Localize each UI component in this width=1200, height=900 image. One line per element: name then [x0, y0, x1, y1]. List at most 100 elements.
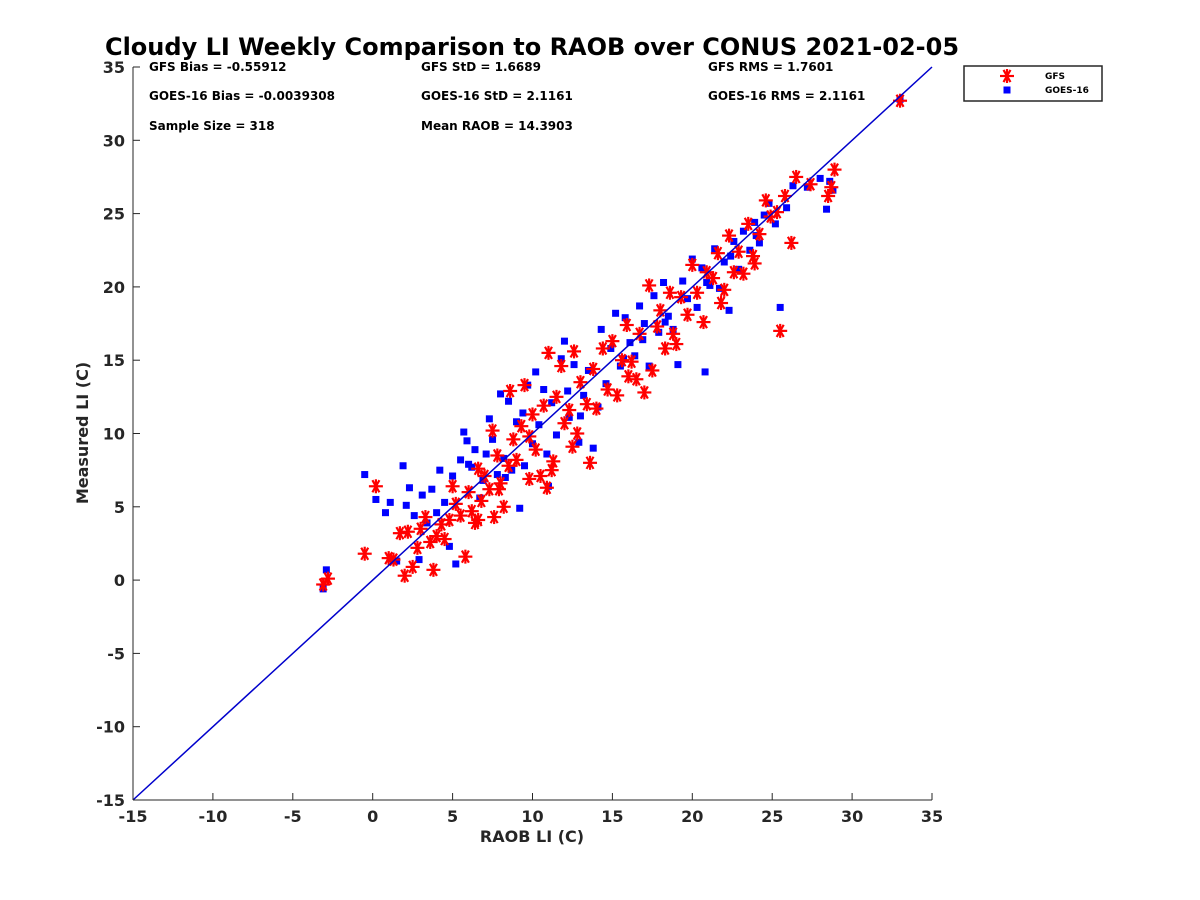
legend-gfs-label: GFS — [1045, 72, 1065, 82]
goes16-point — [727, 252, 735, 260]
goes16-point — [616, 362, 624, 370]
gfs-point — [619, 318, 634, 333]
gfs-point — [320, 571, 335, 586]
gfs-point — [642, 278, 657, 293]
goes16-point — [433, 509, 441, 517]
gfs-point — [803, 177, 818, 192]
legend-gfs-marker — [1000, 69, 1014, 83]
goes16-point — [361, 471, 369, 479]
gfs-point — [533, 469, 548, 484]
gfs-point — [824, 180, 839, 195]
gfs-point — [637, 385, 652, 400]
legend: GFS GOES-16 — [963, 65, 1103, 102]
gfs-point — [405, 559, 420, 574]
stats-annotations: GFS Bias = -0.55912 GFS StD = 1.6689 GFS… — [149, 60, 865, 133]
goes16-point — [513, 418, 521, 426]
gfs-point — [410, 540, 425, 555]
goes16-point — [540, 386, 548, 394]
gfs-point — [722, 228, 737, 243]
goes-rms-text: GOES-16 RMS = 2.1161 — [708, 89, 865, 103]
x-tick-label: 0 — [367, 807, 378, 826]
gfs-point — [514, 419, 529, 434]
y-tick-label: 10 — [103, 425, 125, 444]
y-tick-label: 0 — [114, 571, 125, 590]
gfs-point — [662, 285, 677, 300]
goes16-point — [372, 495, 380, 503]
goes16-point — [576, 412, 584, 420]
gfs-point — [690, 285, 705, 300]
gfs-point — [485, 423, 500, 438]
legend-gfs-asterisk — [1000, 69, 1014, 83]
goes16-point — [679, 277, 687, 285]
goes16-point — [636, 302, 644, 310]
gfs-point — [544, 463, 559, 478]
gfs-point — [769, 205, 784, 220]
goes16-point — [661, 318, 669, 326]
mean-raob-text: Mean RAOB = 14.3903 — [421, 119, 573, 133]
gfs-point — [509, 452, 524, 467]
x-tick-label: 25 — [761, 807, 783, 826]
gfs-point — [595, 341, 610, 356]
goes16-point — [402, 501, 410, 509]
goes16-point — [381, 509, 389, 517]
goes16-point — [557, 355, 565, 363]
goes16-point — [589, 444, 597, 452]
gfs-point — [741, 216, 756, 231]
gfs-point — [426, 562, 441, 577]
goes16-point — [650, 292, 658, 300]
gfs-point — [685, 257, 700, 272]
goes16-point — [463, 437, 471, 445]
x-tick-label: 15 — [601, 807, 623, 826]
goes16-point — [739, 227, 747, 235]
goes-bias-text: GOES-16 Bias = -0.0039308 — [149, 89, 335, 103]
goes16-point — [698, 264, 706, 272]
gfs-point — [392, 526, 407, 541]
gfs-point — [610, 388, 625, 403]
goes16-point — [489, 435, 497, 443]
gfs-point — [474, 493, 489, 508]
gfs-point — [784, 235, 799, 250]
gfs-point — [624, 354, 639, 369]
gfs-point — [600, 382, 615, 397]
gfs-point — [522, 471, 537, 486]
goes16-point — [823, 205, 831, 213]
goes16-point — [597, 325, 605, 333]
gfs-point — [570, 426, 585, 441]
x-tick-label: 30 — [841, 807, 863, 826]
sample-size-text: Sample Size = 318 — [149, 119, 275, 133]
gfs-point — [423, 534, 438, 549]
gfs-point — [827, 162, 842, 177]
goes16-point — [465, 460, 473, 468]
y-axis-label: Measured LI (C) — [73, 362, 92, 504]
goes16-point — [660, 279, 668, 287]
gfs-point — [437, 532, 452, 547]
goes16-point — [720, 258, 728, 266]
goes16-point — [735, 265, 743, 273]
gfs-point — [464, 504, 479, 519]
goes16-point — [826, 177, 834, 185]
gfs-point — [496, 499, 511, 514]
goes16-point — [602, 380, 610, 388]
gfs-point — [645, 363, 660, 378]
goes16-point — [755, 239, 763, 247]
goes16-point — [640, 320, 648, 328]
goes16-point — [471, 446, 479, 454]
x-axis-ticks: -15 -10 -5 0 5 10 15 20 25 30 35 — [119, 793, 943, 826]
goes16-point — [452, 560, 460, 568]
goes16-point — [485, 415, 493, 423]
goes16-point — [776, 303, 784, 311]
gfs-point — [397, 568, 412, 583]
goes16-point — [516, 504, 524, 512]
gfs-point — [458, 549, 473, 564]
gfs-point — [506, 432, 521, 447]
gfs-point — [789, 169, 804, 184]
gfs-point — [680, 307, 695, 322]
goes16-point — [460, 428, 468, 436]
goes16-point — [730, 237, 738, 245]
goes16-point — [532, 368, 540, 376]
gfs-point — [586, 361, 601, 376]
gfs-point — [573, 375, 588, 390]
gfs-point — [747, 256, 762, 271]
goes16-point — [575, 438, 583, 446]
